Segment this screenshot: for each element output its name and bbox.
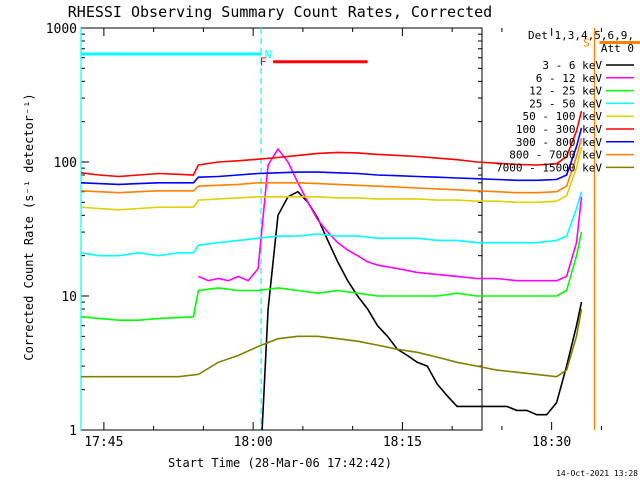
y-tick-label: 1000 [46,22,77,37]
series-line [80,231,583,321]
series-line [80,110,583,178]
legend-entry-label: 3 - 6 keV [542,59,602,72]
y-tick-label: 10 [61,290,77,305]
x-axis-label: Start Time (28-Mar-06 17:42:42) [168,456,392,470]
x-tick-label: 18:15 [383,435,422,450]
series-line [80,146,583,211]
legend-entry-label: 6 - 12 keV [536,72,603,85]
y-axis-label: Corrected Count Rate (s⁻¹ detector⁻¹) [22,93,36,360]
plot-area: 110100100017:4518:0018:1518:3018:4519:00… [46,22,640,450]
chart-title: RHESSI Observing Summary Count Rates, Co… [68,3,492,21]
footer-timestamp: 14-Oct-2021 13:28 [556,469,638,478]
series-line [80,191,583,257]
annotation-label: S [583,36,590,49]
legend-entry-label: 100 - 300 keV [516,123,602,136]
x-tick-label: 18:30 [532,435,571,450]
series-line [261,190,583,431]
legend-entry-label: 7000 - 15000 keV [496,161,602,174]
y-tick-label: 100 [54,156,77,171]
series-line [198,147,583,282]
series-line [81,308,583,378]
legend-entry-label: 50 - 100 keV [523,110,603,123]
legend-header: Att 0 [601,42,634,55]
y-tick-label: 1 [69,424,77,439]
annotation-label: N [265,48,272,61]
legend-entry-label: 25 - 50 keV [529,97,602,110]
legend-header: Det 1,3,4,5,6,9, [528,29,634,42]
legend-entry-label: 12 - 25 keV [529,85,602,98]
annotation-label: F [260,56,267,69]
legend-entry-label: 800 - 7000 keV [509,149,602,162]
plot-frame [80,27,483,431]
series-line [80,138,583,194]
x-tick-label: 17:45 [84,435,123,450]
series-line [80,127,583,186]
x-tick-label: 18:00 [234,435,273,450]
legend-entry-label: 300 - 800 keV [516,136,602,149]
